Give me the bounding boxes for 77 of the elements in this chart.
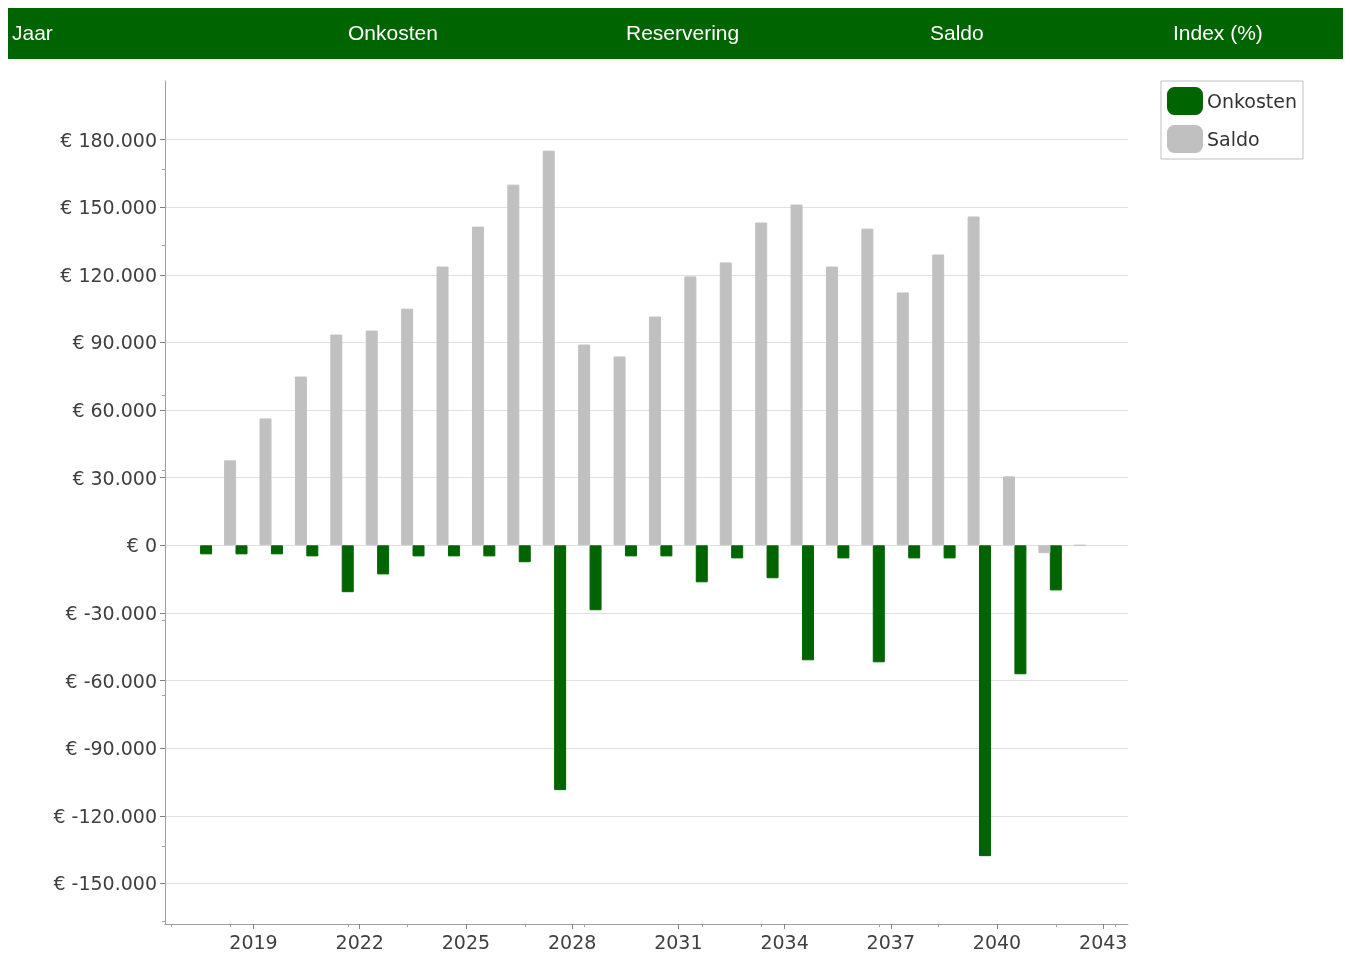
x-tick-label: 2028 (547, 930, 597, 953)
text: Onkosten (348, 21, 438, 45)
bar (695, 545, 708, 583)
bar (447, 545, 460, 557)
bar (872, 545, 885, 663)
bar (1049, 545, 1062, 591)
bar (270, 545, 283, 555)
bar (979, 545, 991, 857)
bar (684, 276, 697, 546)
bar (719, 262, 732, 546)
bar (896, 292, 909, 546)
text: Reservering (626, 21, 740, 45)
y-tick-label: € 150.000 (60, 196, 157, 219)
text: Saldo (930, 21, 984, 45)
bar (1038, 545, 1051, 554)
y-tick-label: € -120.000 (53, 804, 157, 827)
x-tick-label: 2031 (654, 930, 703, 953)
y-tick-label: € 60.000 (72, 399, 157, 422)
bar (801, 545, 814, 661)
bar (908, 545, 921, 559)
bar (648, 316, 661, 546)
bar (755, 222, 768, 546)
bar (825, 266, 838, 546)
bar (471, 226, 484, 546)
bar (306, 545, 319, 557)
bar (731, 545, 744, 559)
x-tick-label: 2019 (229, 930, 278, 953)
bar (259, 418, 272, 546)
bar (660, 545, 673, 557)
x-tick-label: 2043 (1079, 930, 1128, 953)
bar (943, 545, 956, 559)
bar (861, 228, 874, 546)
bar (837, 545, 850, 559)
y-tick-label: € 120.000 (60, 263, 157, 286)
bar (518, 545, 531, 563)
y-tick-label: € -90.000 (65, 737, 157, 760)
bar (412, 545, 425, 557)
bar (224, 460, 237, 546)
bar (294, 376, 307, 546)
y-tick-label: € -150.000 (53, 872, 157, 895)
bar (507, 184, 520, 546)
bar (790, 204, 803, 546)
bar (589, 545, 602, 611)
y-tick-label: € -60.000 (65, 669, 157, 692)
bar (1003, 476, 1015, 546)
legend-label: Onkosten (1206, 90, 1297, 112)
bar (554, 545, 567, 791)
bar (401, 308, 414, 546)
y-tick-label: € -30.000 (65, 601, 157, 624)
bar (766, 545, 779, 579)
bar (578, 344, 591, 546)
bar (624, 545, 637, 557)
x-tick-label: 2040 (972, 930, 1022, 953)
bar (200, 545, 213, 555)
x-tick-label: 2034 (760, 930, 809, 953)
bar (235, 545, 248, 555)
bar (1014, 545, 1027, 675)
x-tick-label: 2025 (441, 930, 491, 953)
x-tick-label: 2037 (866, 930, 915, 953)
bar (377, 545, 390, 575)
x-tick-label: 2022 (335, 930, 384, 953)
legend-label: Saldo (1206, 128, 1260, 150)
bar (365, 330, 378, 546)
bar (542, 150, 555, 546)
y-tick-label: € 180.000 (60, 128, 157, 151)
text: Index (%) (1173, 21, 1263, 45)
bar (613, 356, 626, 546)
y-tick-label: € 90.000 (72, 331, 157, 354)
bar (341, 545, 354, 593)
y-tick-label: € 0 (126, 534, 157, 557)
bar (483, 545, 496, 557)
bar (330, 334, 343, 546)
bar (932, 254, 945, 546)
bar (967, 216, 980, 546)
text: Jaar (12, 21, 53, 45)
bar (436, 266, 449, 546)
y-tick-label: € 30.000 (72, 466, 157, 489)
